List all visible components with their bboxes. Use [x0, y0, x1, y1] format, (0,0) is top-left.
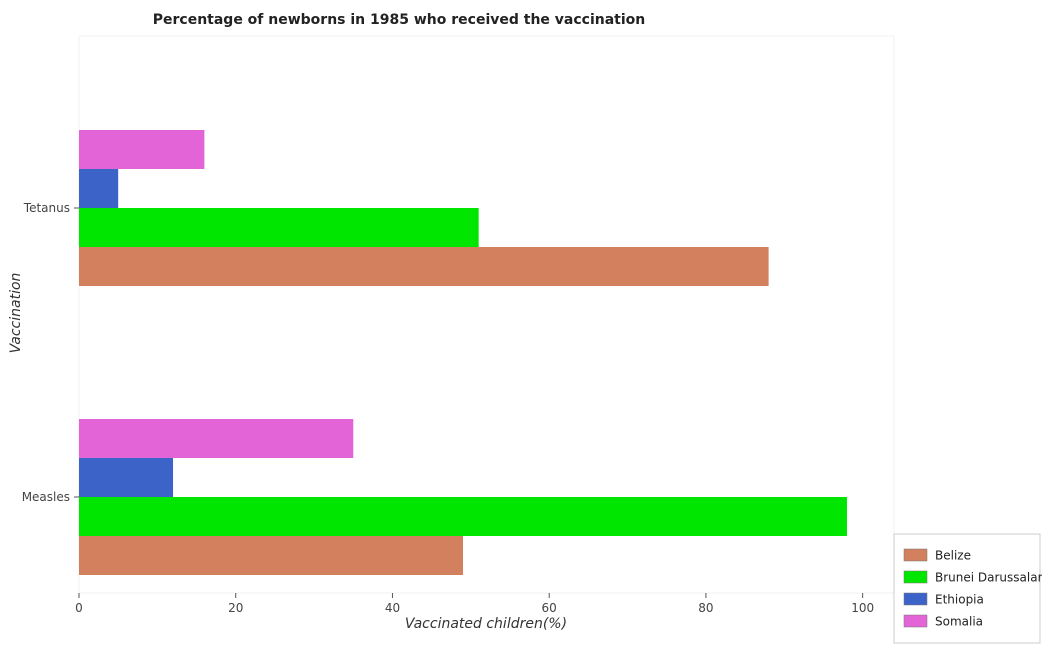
legend-label-brunei-darussalam: Brunei Darussalam	[935, 571, 1042, 585]
legend-label-belize: Belize	[935, 549, 971, 563]
bar-tetanus-brunei-darussalam	[79, 208, 479, 247]
bar-tetanus-ethiopia	[79, 169, 119, 208]
legend-label-somalia: Somalia	[935, 615, 983, 629]
bar-tetanus-somalia	[79, 130, 205, 169]
legend-label-ethiopia: Ethiopia	[935, 593, 984, 607]
y-axis-ticks: Measles Tetanus	[22, 201, 79, 504]
legend-swatch-brunei-darussalam	[903, 570, 928, 584]
x-tick-label: 100	[851, 601, 874, 615]
bars	[79, 130, 847, 575]
bar-measles-belize	[79, 536, 463, 575]
x-tick-label: 0	[75, 601, 83, 615]
bar-measles-ethiopia	[79, 458, 174, 497]
x-tick-label: 60	[542, 601, 557, 615]
bar-tetanus-belize	[79, 247, 769, 286]
y-tick-label-tetanus: Tetanus	[23, 201, 70, 215]
legend-swatch-ethiopia	[903, 592, 928, 606]
legend: Belize Brunei Darussalam Ethiopia Somalia	[893, 533, 1042, 644]
y-tick-label-measles: Measles	[22, 490, 70, 504]
chart-title: Percentage of newborns in 1985 who recei…	[153, 12, 646, 28]
x-tick-label: 40	[385, 601, 400, 615]
x-tick-label: 20	[228, 601, 243, 615]
bar-measles-somalia	[79, 419, 354, 458]
bar-measles-brunei-darussalam	[79, 497, 847, 536]
legend-swatch-somalia	[903, 614, 928, 628]
x-axis-ticks: 0 20 40 60 80 100	[75, 593, 874, 615]
x-axis-label: Vaccinated children(%)	[405, 616, 567, 632]
y-axis-label: Vaccination	[8, 273, 24, 354]
legend-swatch-belize	[903, 548, 928, 562]
x-tick-label: 80	[698, 601, 713, 615]
